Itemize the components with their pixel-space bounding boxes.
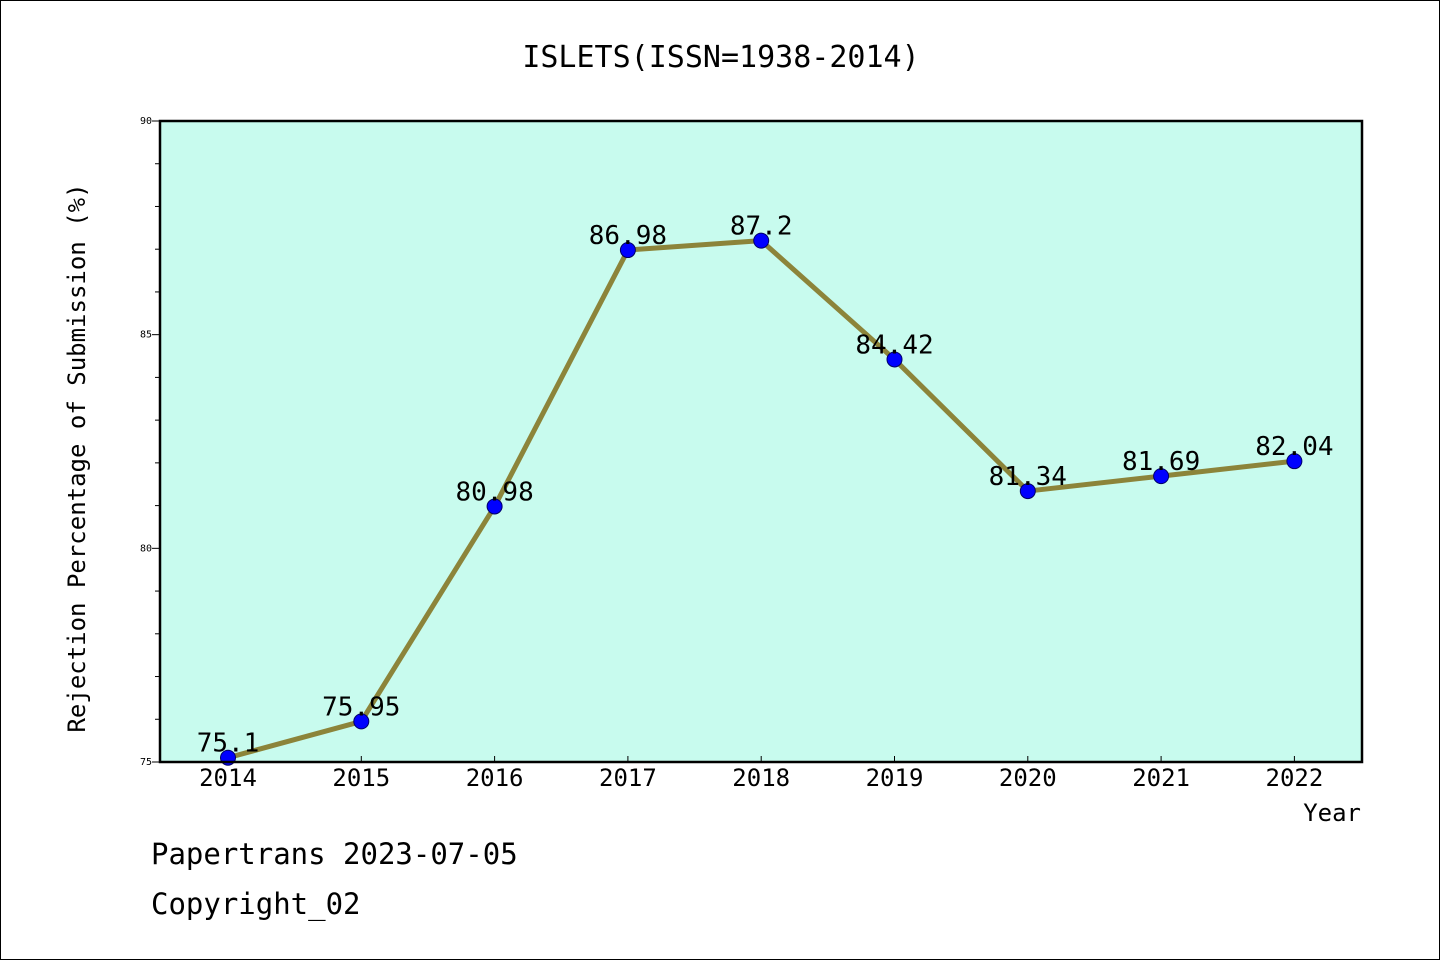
data-point xyxy=(753,232,770,249)
data-point xyxy=(353,713,370,730)
x-tick-label: 2022 xyxy=(1266,764,1324,792)
y-tick-label: 90 xyxy=(140,116,152,127)
data-point xyxy=(886,351,903,368)
y-axis-label: Rejection Percentage of Submission (%) xyxy=(63,183,91,732)
plot-area xyxy=(160,121,1362,762)
footer-source: Papertrans 2023-07-05 xyxy=(151,837,518,871)
data-point xyxy=(1153,468,1170,485)
x-axis: 2014 2015 2016 2017 2018 2019 2020 2021 2022 xyxy=(199,756,1323,792)
data-series: 75.1 75.95 80.98 86.98 87.2 84.42 81.34 81.69 82… xyxy=(197,212,1334,766)
x-tick-label: 2019 xyxy=(866,764,924,792)
data-label: 75.1 xyxy=(197,729,260,759)
data-label: 81.34 xyxy=(989,462,1067,492)
data-point xyxy=(1019,483,1036,500)
plot-frame xyxy=(158,119,1364,764)
x-tick-label: 2018 xyxy=(732,764,790,792)
x-axis-label: Year xyxy=(1303,799,1361,827)
y-tick-label: 75 xyxy=(140,757,152,768)
x-tick-label: 2020 xyxy=(999,764,1057,792)
x-tick-label: 2021 xyxy=(1132,764,1190,792)
y-axis: 75 80 85 90 xyxy=(140,116,160,768)
data-label: 82.04 xyxy=(1255,432,1333,462)
data-label: 80.98 xyxy=(455,477,533,507)
x-tick-label: 2015 xyxy=(332,764,390,792)
data-label: 87.2 xyxy=(730,212,793,242)
data-label: 75.95 xyxy=(322,692,400,722)
y-tick-label: 85 xyxy=(140,330,152,341)
x-tick-label: 2014 xyxy=(199,764,257,792)
data-point xyxy=(486,498,503,515)
data-label: 84.42 xyxy=(855,330,933,360)
data-point xyxy=(1286,453,1303,470)
x-tick-label: 2016 xyxy=(466,764,524,792)
data-label: 81.69 xyxy=(1122,447,1200,477)
x-tick-label: 2017 xyxy=(599,764,657,792)
footer-copyright: Copyright_02 xyxy=(151,887,361,921)
data-point xyxy=(619,242,636,259)
chart-title: ISLETS(ISSN=1938-2014) xyxy=(522,40,919,75)
data-label: 86.98 xyxy=(589,221,667,251)
y-tick-label: 80 xyxy=(140,543,152,554)
